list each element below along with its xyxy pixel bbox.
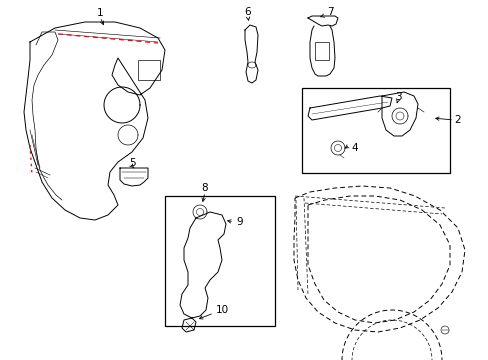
Bar bbox=[138, 60, 160, 80]
Text: 7: 7 bbox=[326, 7, 333, 17]
Bar bbox=[314, 42, 328, 60]
Text: 3: 3 bbox=[394, 92, 401, 102]
Text: 9: 9 bbox=[236, 217, 243, 227]
Bar bbox=[302, 88, 449, 173]
Text: 4: 4 bbox=[351, 143, 358, 153]
Text: 1: 1 bbox=[97, 8, 103, 18]
Bar bbox=[164, 196, 274, 326]
Text: 10: 10 bbox=[215, 305, 228, 315]
Text: 5: 5 bbox=[128, 158, 135, 168]
Text: 2: 2 bbox=[454, 115, 460, 125]
Text: 6: 6 bbox=[244, 7, 251, 17]
Text: 8: 8 bbox=[201, 183, 208, 193]
